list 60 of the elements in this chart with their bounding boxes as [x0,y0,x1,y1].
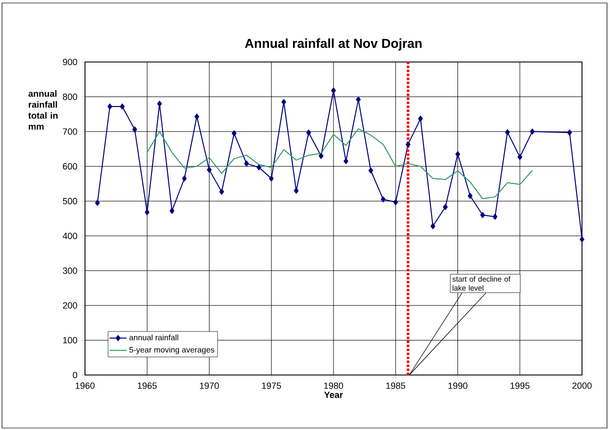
point [318,152,324,159]
y-tick-label: 100 [63,337,78,344]
point [244,160,249,167]
point [182,176,187,182]
point [306,130,312,136]
y-axis-title: annual rainfall total in mm [28,90,58,130]
x-axis-title: Year [324,392,343,398]
point [418,116,423,122]
y-tick-label: 800 [62,94,78,100]
point [170,208,174,214]
point [393,199,398,206]
point [518,154,522,160]
point [120,104,125,110]
line-series [146,128,533,200]
point [206,166,212,173]
point [492,214,498,220]
point [380,196,386,202]
y-tick-label: 300 [62,267,78,274]
point [567,130,572,136]
point [95,200,100,206]
point [406,141,410,148]
y-tick-label: 900 [62,58,78,66]
point [505,129,510,136]
y-tick-label: 700 [62,128,78,135]
x-tick-label: 1975 [262,382,281,389]
point [356,96,361,103]
chart-title: Annual rainfall at Nov Dojran [244,38,422,51]
x-tick-label: 1995 [510,382,530,389]
point [344,158,348,164]
point [232,130,236,136]
x-tick-label: 1965 [138,382,157,389]
point [256,164,262,170]
point [107,104,112,110]
y-tick-label: 500 [62,198,78,204]
point [269,176,274,182]
point [430,223,436,230]
point [144,209,150,216]
y-tick-label: 400 [62,232,78,240]
x-tick-label: 1960 [76,382,95,389]
point [157,100,162,107]
y-tick-label: 600 [62,163,78,170]
point [530,128,535,135]
point [468,192,473,199]
x-tick-label: 1980 [324,382,344,389]
point [368,168,374,174]
point [480,212,485,218]
y-tick-label: 200 [62,302,78,309]
x-tick-label: 1970 [200,382,219,389]
point [580,236,584,242]
point [132,126,138,132]
point [455,151,460,158]
x-tick-label: 1990 [448,382,468,389]
point [442,204,448,210]
point [281,99,286,105]
x-tick-label: 1985 [386,382,406,389]
point [294,188,299,194]
x-tick-label: 2000 [572,382,592,389]
y-tick-label: 0 [72,372,78,378]
point [219,188,224,195]
point [194,114,200,120]
